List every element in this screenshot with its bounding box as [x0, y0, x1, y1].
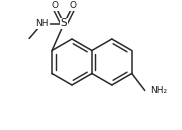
- Text: NH₂: NH₂: [150, 86, 167, 95]
- Text: NH: NH: [35, 19, 49, 28]
- Text: S: S: [61, 18, 67, 28]
- Text: O: O: [70, 1, 77, 10]
- Text: O: O: [52, 1, 59, 10]
